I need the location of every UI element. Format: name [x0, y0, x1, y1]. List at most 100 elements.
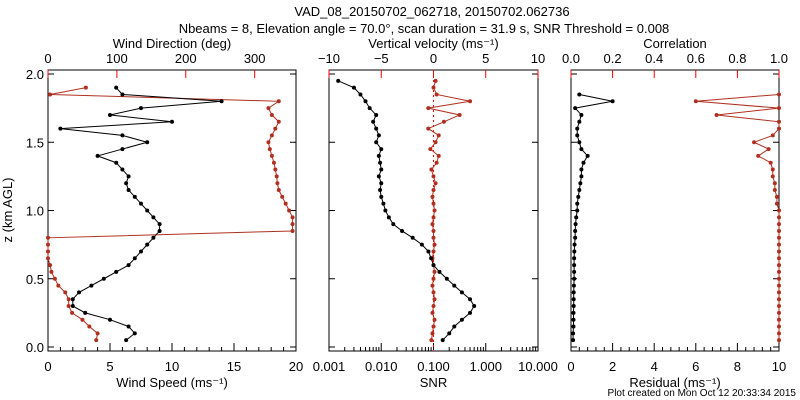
data-point-vertical-velocity [436, 153, 441, 158]
data-point-wind-speed [114, 160, 119, 165]
data-point-vertical-velocity [431, 228, 436, 233]
data-point-snr [447, 331, 452, 336]
data-point-wind-speed [139, 249, 143, 254]
data-point-wind-speed [114, 85, 119, 90]
data-point-vertical-velocity [468, 99, 473, 104]
series-line-snr [338, 80, 475, 341]
data-point-correlation [777, 304, 781, 309]
data-point-correlation [777, 235, 781, 240]
top-x-axis-label: Correlation [643, 36, 707, 51]
data-point-vertical-velocity [431, 215, 436, 220]
data-point-snr [374, 112, 379, 117]
data-point-residual [575, 201, 580, 206]
data-point-snr [410, 235, 415, 240]
data-point-wind-direction [80, 317, 85, 322]
data-point-wind-direction [276, 119, 281, 124]
data-point-snr [336, 78, 341, 83]
data-point-wind-speed [95, 153, 100, 158]
series-line-correlation [695, 93, 780, 341]
data-point-correlation [777, 317, 781, 322]
data-point-wind-direction [269, 153, 274, 158]
x-tick-label: 10.000 [518, 359, 558, 374]
data-point-wind-direction [275, 181, 280, 186]
data-point-residual [577, 119, 582, 124]
data-point-correlation [777, 242, 781, 247]
data-point-vertical-velocity [429, 338, 434, 343]
data-point-vertical-velocity [433, 78, 438, 83]
data-point-wind-speed [145, 242, 150, 247]
data-point-residual [571, 283, 576, 288]
data-point-correlation [777, 263, 781, 268]
data-point-wind-direction [49, 269, 54, 274]
data-point-residual [572, 263, 577, 268]
data-point-vertical-velocity [432, 297, 437, 302]
data-point-vertical-velocity [434, 92, 439, 97]
data-point-wind-speed [120, 92, 125, 97]
data-point-wind-speed [124, 338, 129, 343]
data-point-residual [572, 276, 577, 281]
data-point-wind-direction [283, 201, 288, 206]
data-point-snr [371, 119, 376, 124]
data-point-residual [572, 256, 577, 261]
data-point-correlation [714, 112, 719, 117]
data-point-correlation [772, 188, 777, 193]
data-point-vertical-velocity [430, 222, 435, 227]
data-point-correlation [752, 140, 757, 145]
data-point-wind-direction [266, 106, 271, 111]
data-point-snr [383, 208, 388, 213]
data-point-snr [426, 249, 431, 254]
x-tick-label: 2 [609, 359, 616, 374]
data-point-vertical-velocity [431, 85, 436, 90]
data-point-vertical-velocity [434, 160, 439, 165]
data-point-wind-direction [266, 140, 271, 145]
data-point-snr [378, 160, 383, 165]
data-point-residual [610, 99, 615, 104]
data-point-wind-direction [83, 85, 88, 90]
data-point-wind-direction [46, 242, 50, 247]
x-axis-label: Wind Speed (ms⁻¹) [116, 375, 228, 390]
data-point-vertical-velocity [457, 112, 462, 117]
data-point-residual [579, 174, 584, 179]
panel-frame-3 [570, 69, 780, 352]
data-point-residual [574, 215, 579, 220]
data-point-snr [358, 92, 363, 97]
top-x-tick-label: 0 [430, 51, 437, 66]
data-point-correlation [777, 249, 781, 254]
data-point-correlation [777, 283, 781, 288]
x-tick-label: 0 [44, 359, 51, 374]
data-point-residual [579, 112, 584, 117]
data-point-wind-speed [120, 167, 125, 172]
top-x-tick-label: 0 [44, 51, 51, 66]
data-point-snr [378, 188, 383, 193]
data-point-residual [577, 140, 582, 145]
data-point-wind-direction [94, 338, 99, 343]
data-point-residual [573, 106, 578, 111]
data-point-wind-direction [66, 304, 71, 309]
data-point-correlation [777, 228, 781, 233]
data-point-correlation [777, 208, 781, 213]
data-point-wind-speed [83, 310, 88, 315]
data-point-snr [440, 338, 445, 343]
data-point-snr [468, 310, 473, 315]
data-point-vertical-velocity [429, 167, 434, 172]
data-point-wind-direction [269, 133, 274, 138]
data-point-vertical-velocity [432, 317, 437, 322]
data-point-wind-direction [63, 290, 68, 295]
data-point-wind-direction [46, 249, 50, 254]
data-point-snr [452, 283, 457, 288]
title-line-2: Nbeams = 8, Elevation angle = 70.0°, sca… [179, 21, 670, 36]
data-point-wind-direction [48, 92, 53, 97]
data-point-wind-speed [124, 181, 129, 186]
data-point-wind-speed [139, 201, 143, 206]
data-point-snr [379, 194, 384, 199]
data-point-residual [572, 242, 577, 247]
data-point-correlation [777, 92, 781, 97]
data-point-wind-direction [70, 310, 75, 315]
data-point-wind-direction [66, 297, 71, 302]
data-point-correlation [768, 160, 773, 165]
top-x-tick-label: 0.4 [645, 51, 663, 66]
data-point-snr [452, 324, 457, 329]
data-point-wind-direction [276, 188, 281, 193]
data-point-wind-speed [58, 126, 63, 131]
data-point-residual [571, 297, 576, 302]
